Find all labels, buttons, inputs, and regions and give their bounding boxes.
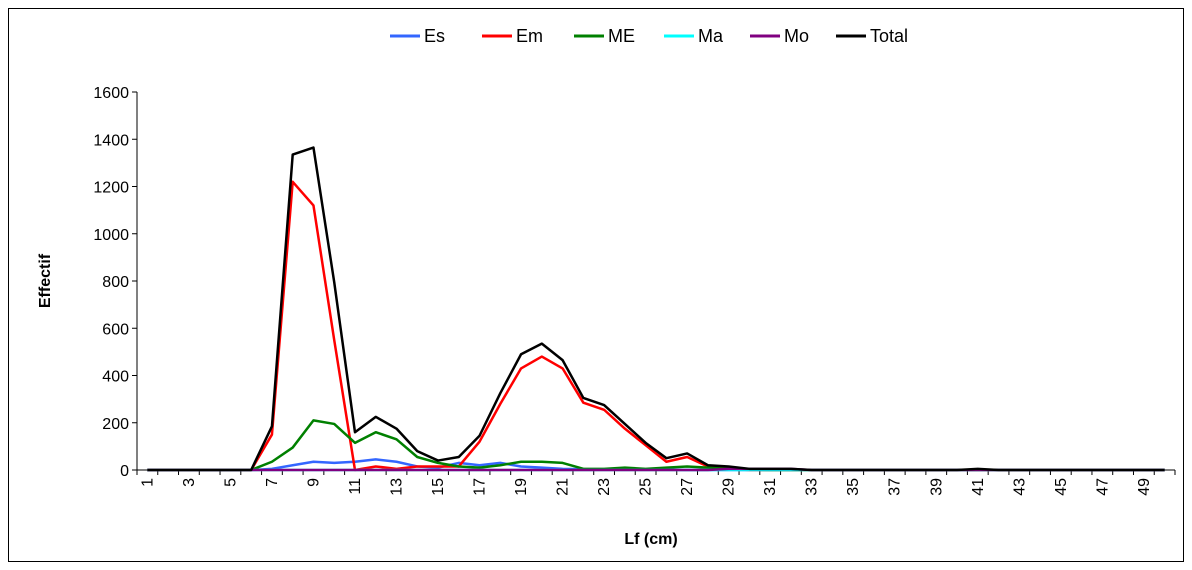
y-tick-label: 1400: [93, 132, 129, 149]
x-tick-label: 13: [389, 478, 406, 496]
series-line-me: [147, 419, 1165, 472]
x-tick-label: 15: [430, 478, 447, 496]
x-tick-label: 41: [970, 478, 987, 496]
y-tick-label: 1600: [93, 85, 129, 102]
x-tick-label: 35: [845, 478, 862, 496]
y-axis-title: Effectif: [37, 253, 54, 308]
x-tick-label: 3: [181, 478, 198, 487]
x-tick-label: 47: [1094, 478, 1111, 496]
y-tick-label: 0: [120, 463, 129, 480]
x-tick-label: 25: [638, 478, 655, 496]
x-tick-label: 21: [555, 478, 572, 496]
y-tick-label: 1000: [93, 227, 129, 244]
x-tick-label: 39: [928, 478, 945, 496]
x-tick-label: 7: [264, 478, 281, 487]
x-tick-label: 27: [679, 478, 696, 496]
y-tick-label: 400: [102, 369, 129, 386]
y-tick-label: 600: [102, 321, 129, 338]
y-tick-label: 1200: [93, 180, 129, 197]
x-tick-label: 1: [139, 478, 156, 487]
x-tick-label: 43: [1011, 478, 1028, 496]
series-line-total: [147, 146, 1165, 472]
legend-label-mo: Mo: [784, 26, 809, 46]
x-tick-label: 23: [596, 478, 613, 496]
legend-label-me: ME: [608, 26, 635, 46]
x-tick-label: 19: [513, 478, 530, 496]
legend: Es Em ME Ma Mo Total: [390, 26, 908, 46]
x-tick-label: 37: [887, 478, 904, 496]
y-tick-label: 800: [102, 274, 129, 291]
legend-label-es: Es: [424, 26, 445, 46]
series-layer: [147, 146, 1165, 472]
x-tick-label: 29: [721, 478, 738, 496]
series-line-em: [147, 180, 1165, 472]
y-tick-label: 200: [102, 416, 129, 433]
x-tick-label: 49: [1136, 478, 1153, 496]
x-tick-label: 33: [804, 478, 821, 496]
x-tick-label: 31: [762, 478, 779, 496]
x-tick-label: 11: [347, 478, 364, 495]
x-tick-label: 45: [1053, 478, 1070, 496]
x-tick-label: 5: [222, 478, 239, 487]
legend-label-ma: Ma: [698, 26, 724, 46]
x-axis-title: Lf (cm): [624, 531, 677, 548]
legend-label-total: Total: [870, 26, 908, 46]
legend-label-em: Em: [516, 26, 543, 46]
x-tick-label: 17: [472, 478, 489, 496]
x-tick-label: 9: [305, 478, 322, 487]
